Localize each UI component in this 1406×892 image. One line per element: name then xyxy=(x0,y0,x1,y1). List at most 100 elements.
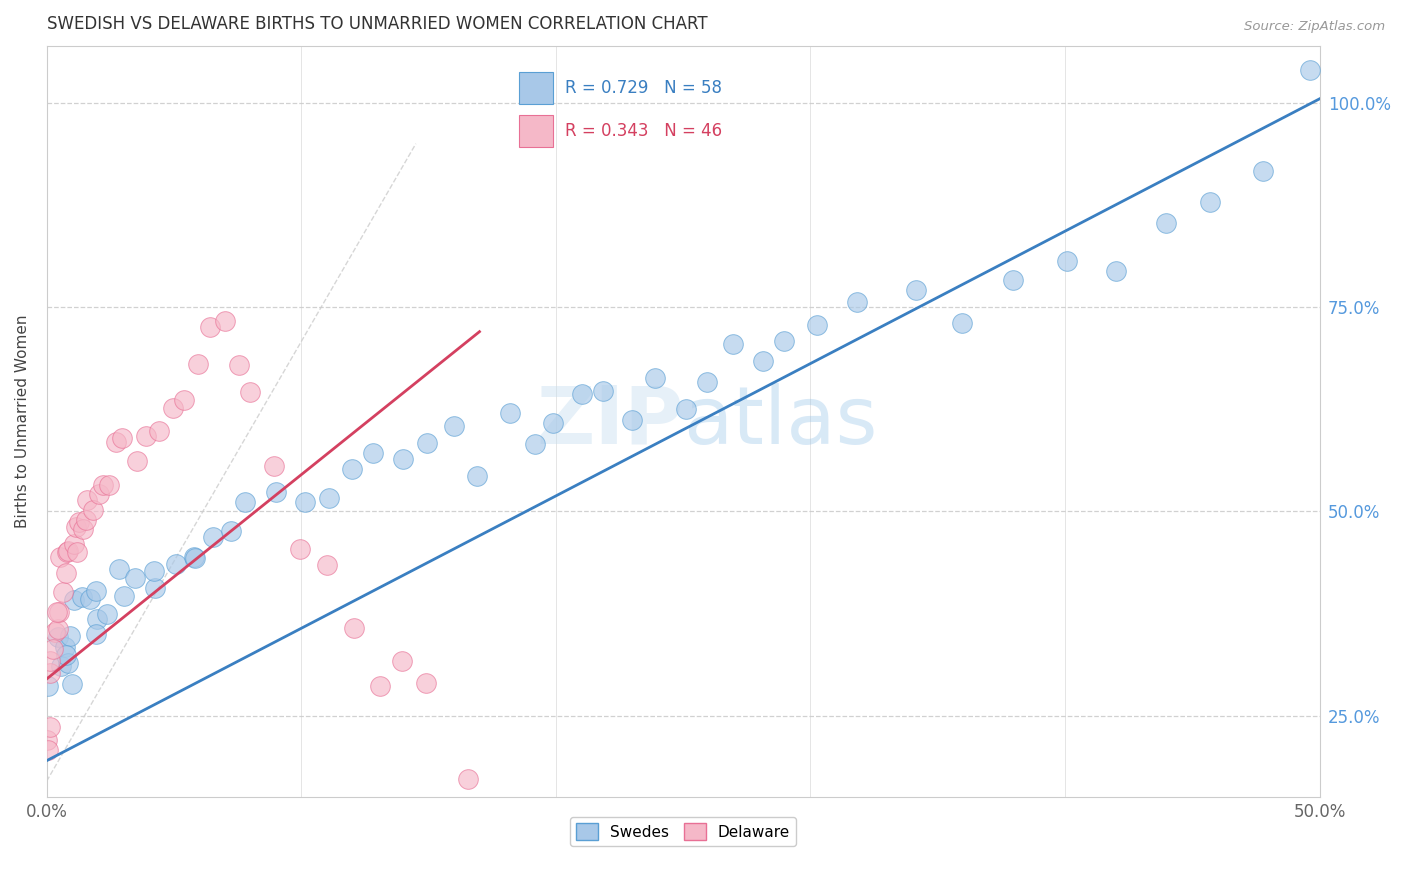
Point xyxy=(294,495,316,509)
Point xyxy=(239,385,262,400)
Point xyxy=(1105,264,1128,278)
Point xyxy=(84,626,107,640)
Point xyxy=(69,515,91,529)
Point xyxy=(571,387,593,401)
Point xyxy=(60,676,83,690)
Point xyxy=(696,375,718,389)
Point xyxy=(443,418,465,433)
Point xyxy=(392,452,415,467)
Point xyxy=(184,550,207,565)
Point xyxy=(82,503,104,517)
Point xyxy=(124,571,146,585)
Point xyxy=(143,582,166,596)
Point xyxy=(264,485,287,500)
Point xyxy=(499,406,522,420)
Point xyxy=(37,743,59,757)
Point xyxy=(46,622,69,636)
Point xyxy=(415,435,437,450)
Point xyxy=(523,437,546,451)
Point xyxy=(361,446,384,460)
Point xyxy=(72,522,94,536)
Point xyxy=(592,384,614,398)
Point xyxy=(162,401,184,415)
Point xyxy=(233,494,256,508)
Point xyxy=(214,314,236,328)
Point xyxy=(316,558,339,572)
Text: atlas: atlas xyxy=(683,383,877,460)
Point xyxy=(53,640,76,654)
Point xyxy=(52,584,75,599)
Point xyxy=(72,590,94,604)
Point xyxy=(198,320,221,334)
Point xyxy=(1056,253,1078,268)
Point xyxy=(228,358,250,372)
Point xyxy=(620,413,643,427)
Point xyxy=(59,629,82,643)
Point xyxy=(111,431,134,445)
Point xyxy=(104,434,127,449)
Point xyxy=(219,524,242,538)
Point xyxy=(806,318,828,332)
Point xyxy=(65,520,87,534)
Text: Source: ZipAtlas.com: Source: ZipAtlas.com xyxy=(1244,20,1385,33)
Point xyxy=(467,469,489,483)
Point xyxy=(415,675,437,690)
Point xyxy=(41,642,63,657)
Point xyxy=(96,607,118,621)
Point xyxy=(38,666,60,681)
Point xyxy=(56,544,79,558)
Text: ZIP: ZIP xyxy=(536,383,683,460)
Point xyxy=(135,429,157,443)
Point xyxy=(723,337,745,351)
Point xyxy=(318,491,340,505)
Point xyxy=(457,772,479,786)
Point xyxy=(48,605,70,619)
Point xyxy=(49,659,72,673)
Point xyxy=(37,679,59,693)
Point xyxy=(541,416,564,430)
Point xyxy=(165,557,187,571)
Point xyxy=(55,648,77,663)
Point xyxy=(39,654,62,668)
Point xyxy=(75,513,97,527)
Point xyxy=(368,679,391,693)
Point xyxy=(56,545,79,559)
Point xyxy=(1299,62,1322,77)
Point xyxy=(143,564,166,578)
Text: SWEDISH VS DELAWARE BIRTHS TO UNMARRIED WOMEN CORRELATION CHART: SWEDISH VS DELAWARE BIRTHS TO UNMARRIED … xyxy=(46,15,707,33)
Point xyxy=(148,424,170,438)
Point xyxy=(343,622,366,636)
Point xyxy=(89,487,111,501)
Point xyxy=(107,562,129,576)
Point xyxy=(772,334,794,349)
Point xyxy=(37,732,59,747)
Point xyxy=(644,371,666,385)
Point xyxy=(950,316,973,330)
Point xyxy=(187,357,209,371)
Point xyxy=(66,544,89,558)
Point xyxy=(752,354,775,368)
Point xyxy=(46,605,69,619)
Point xyxy=(44,625,66,640)
Point xyxy=(1002,273,1025,287)
Point xyxy=(62,592,84,607)
Point xyxy=(84,584,107,599)
Point xyxy=(1154,216,1177,230)
Point xyxy=(112,589,135,603)
Point xyxy=(1251,164,1274,178)
Point xyxy=(86,612,108,626)
Point xyxy=(91,477,114,491)
Point xyxy=(391,654,413,668)
Point xyxy=(904,283,927,297)
Point xyxy=(173,392,195,407)
Point xyxy=(845,295,868,310)
Point xyxy=(340,461,363,475)
Point xyxy=(48,549,70,564)
Point xyxy=(290,542,312,557)
Point xyxy=(1199,195,1222,210)
Point xyxy=(55,566,77,581)
Point xyxy=(97,478,120,492)
Point xyxy=(675,401,697,416)
Point xyxy=(39,720,62,734)
Point xyxy=(63,537,86,551)
